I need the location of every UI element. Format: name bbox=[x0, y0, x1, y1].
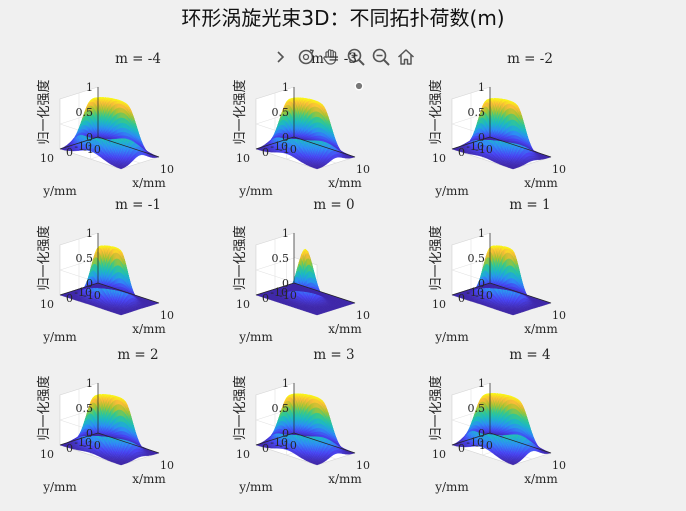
y-axis-label: y/mm bbox=[42, 184, 77, 198]
z-tick-label: 1 bbox=[478, 81, 485, 94]
subplot-title: m = -4 bbox=[115, 51, 161, 67]
zoom-in-icon[interactable] bbox=[345, 46, 367, 68]
z-axis-label: 归一化强度 bbox=[428, 79, 444, 144]
y-tick-label: 0 bbox=[66, 146, 73, 159]
z-axis-label: 归一化强度 bbox=[232, 79, 248, 144]
z-axis-label: 归一化强度 bbox=[36, 79, 52, 144]
x-axis-label: x/mm bbox=[524, 176, 558, 190]
y-tick-label: 0 bbox=[458, 146, 465, 159]
z-tick-label: 1 bbox=[86, 81, 93, 94]
x-tick-label: 10 bbox=[356, 163, 370, 176]
y-tick-label: 0 bbox=[262, 146, 269, 159]
y-tick-label: -10 bbox=[270, 140, 288, 153]
z-tick-label: 0.5 bbox=[272, 106, 290, 119]
figure-title: 环形涡旋光束3D：不同拓扑荷数(m) bbox=[181, 6, 505, 30]
z-tick-label: 1 bbox=[282, 81, 289, 94]
y-axis-label: y/mm bbox=[238, 184, 273, 198]
y-tick-label: -10 bbox=[74, 140, 92, 153]
y-tick-label: 10 bbox=[236, 152, 250, 165]
chevron-right-icon[interactable] bbox=[270, 46, 292, 68]
x-axis-label: x/mm bbox=[328, 176, 362, 190]
surface-m-4 bbox=[59, 97, 160, 170]
y-tick-label: 10 bbox=[432, 152, 446, 165]
axes-toolbar bbox=[270, 44, 417, 70]
z-tick-label: 0.5 bbox=[468, 106, 486, 119]
subplot-title: m = -2 bbox=[507, 51, 553, 67]
y-tick-label: -10 bbox=[466, 140, 484, 153]
y-tick-label: 10 bbox=[40, 152, 54, 165]
x-tick-label: 10 bbox=[552, 163, 566, 176]
x-axis-label: x/mm bbox=[132, 176, 166, 190]
rotate-3d-icon[interactable] bbox=[295, 46, 317, 68]
y-axis-label: y/mm bbox=[434, 184, 469, 198]
z-tick-label: 0.5 bbox=[76, 106, 94, 119]
subplot-title: m = -3 bbox=[311, 51, 357, 67]
zoom-out-icon[interactable] bbox=[370, 46, 392, 68]
x-tick-label: 10 bbox=[160, 163, 174, 176]
pan-hand-icon[interactable] bbox=[320, 46, 342, 68]
home-icon[interactable] bbox=[395, 46, 417, 68]
